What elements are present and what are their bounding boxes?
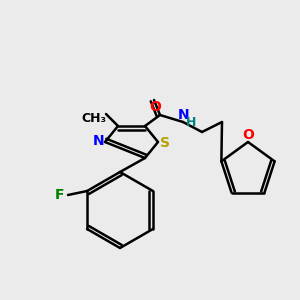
Text: N: N — [93, 134, 105, 148]
Text: N: N — [178, 108, 190, 122]
Text: O: O — [242, 128, 254, 142]
Text: F: F — [55, 188, 65, 202]
Text: H: H — [186, 116, 196, 130]
Text: CH₃: CH₃ — [82, 112, 106, 124]
Text: S: S — [160, 136, 170, 150]
Text: O: O — [149, 100, 161, 114]
